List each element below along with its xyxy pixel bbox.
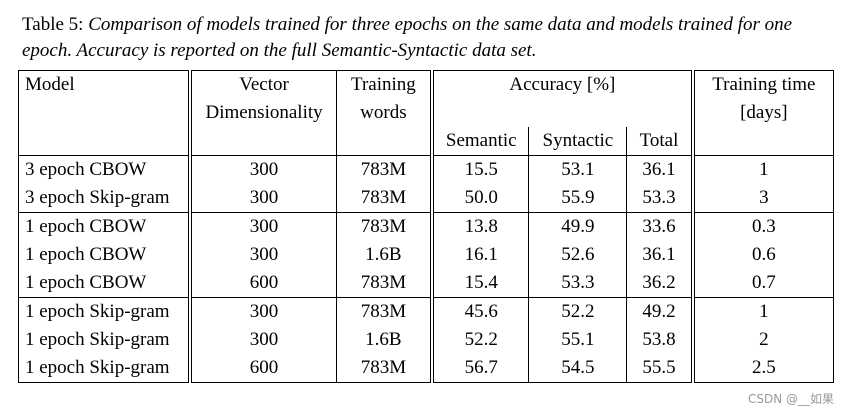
table-row: 3 epoch CBOW 300 783M 15.5 53.1 36.1 1 <box>18 155 834 184</box>
table-cell: 783M <box>336 297 435 326</box>
table-cell: 45.6 <box>432 297 530 326</box>
table-cell: 3 epoch Skip-gram <box>18 184 193 213</box>
caption-label: Table 5: <box>22 14 84 35</box>
table-row: 1 epoch CBOW 300 783M 13.8 49.9 33.6 0.3 <box>18 212 834 241</box>
table-row: 3 epoch Skip-gram 300 783M 50.0 55.9 53.… <box>18 184 834 213</box>
header-training-words: Training words <box>336 70 435 127</box>
table-cell: 53.1 <box>528 155 628 184</box>
table-cell: 0.3 <box>692 212 834 241</box>
table-cell: 2.5 <box>692 354 834 383</box>
header-accuracy: Accuracy [%] <box>432 70 695 127</box>
table-cell: 783M <box>336 155 435 184</box>
table-cell: 13.8 <box>432 212 530 241</box>
table-cell: 36.2 <box>626 269 695 298</box>
table-cell: 1 <box>692 297 834 326</box>
header-row-1: Model Vector Dimensionality Training wor… <box>18 70 834 127</box>
table-cell: 53.3 <box>528 269 628 298</box>
table-cell: 0.7 <box>692 269 834 298</box>
header-model: Model <box>18 70 193 127</box>
table-cell: 300 <box>190 326 337 354</box>
table-cell: 55.9 <box>528 184 628 213</box>
table-cell: 2 <box>692 326 834 354</box>
table-cell: 1 epoch Skip-gram <box>18 354 193 383</box>
table-cell: 1 epoch CBOW <box>18 269 193 298</box>
table-cell: 15.4 <box>432 269 530 298</box>
table-cell: 49.9 <box>528 212 628 241</box>
table-cell: 53.8 <box>626 326 695 354</box>
table-cell: 55.5 <box>626 354 695 383</box>
table-row: 1 epoch Skip-gram 300 783M 45.6 52.2 49.… <box>18 297 834 326</box>
table-cell: 783M <box>336 354 435 383</box>
table-cell: 600 <box>190 354 337 383</box>
table-cell: 1 epoch CBOW <box>18 212 193 241</box>
table-cell: 50.0 <box>432 184 530 213</box>
header-semantic: Semantic <box>432 127 530 156</box>
table-cell: 1 <box>692 155 834 184</box>
table-cell: 1 epoch CBOW <box>18 241 193 269</box>
table-row: 1 epoch CBOW 600 783M 15.4 53.3 36.2 0.7 <box>18 269 834 298</box>
table-cell: 0.6 <box>692 241 834 269</box>
table-cell: 300 <box>190 241 337 269</box>
table-cell: 3 <box>692 184 834 213</box>
table-cell: 3 epoch CBOW <box>18 155 193 184</box>
table-cell: 15.5 <box>432 155 530 184</box>
table-cell: 1 epoch Skip-gram <box>18 297 193 326</box>
table-cell: 36.1 <box>626 241 695 269</box>
table-cell: 783M <box>336 269 435 298</box>
table-cell: 53.3 <box>626 184 695 213</box>
table-row: 1 epoch Skip-gram 300 1.6B 52.2 55.1 53.… <box>18 326 834 354</box>
table-cell: 52.2 <box>432 326 530 354</box>
table-cell: 600 <box>190 269 337 298</box>
results-table: Model Vector Dimensionality Training wor… <box>18 70 834 383</box>
header-vector-dimensionality: Vector Dimensionality <box>190 70 337 127</box>
header-training-time: Training time [days] <box>692 70 834 127</box>
table-cell: 16.1 <box>432 241 530 269</box>
header-row-2: Semantic Syntactic Total <box>18 127 834 156</box>
table-cell: 54.5 <box>528 354 628 383</box>
table-row: 1 epoch CBOW 300 1.6B 16.1 52.6 36.1 0.6 <box>18 241 834 269</box>
table-cell: 300 <box>190 297 337 326</box>
watermark: CSDN @__如果 <box>747 392 834 406</box>
table-cell: 783M <box>336 212 435 241</box>
table-cell: 783M <box>336 184 435 213</box>
header-syntactic: Syntactic <box>528 127 628 156</box>
table-cell: 33.6 <box>626 212 695 241</box>
table-cell: 52.6 <box>528 241 628 269</box>
table-row: 1 epoch Skip-gram 600 783M 56.7 54.5 55.… <box>18 354 834 383</box>
table-cell: 300 <box>190 212 337 241</box>
table-caption: Table 5: Comparison of models trained fo… <box>22 12 830 64</box>
caption-text: Comparison of models trained for three e… <box>22 14 793 61</box>
table-cell: 1.6B <box>336 241 435 269</box>
table-cell: 1.6B <box>336 326 435 354</box>
table-cell: 300 <box>190 155 337 184</box>
table-cell: 56.7 <box>432 354 530 383</box>
table-cell: 36.1 <box>626 155 695 184</box>
table-cell: 300 <box>190 184 337 213</box>
table-cell: 52.2 <box>528 297 628 326</box>
table-cell: 49.2 <box>626 297 695 326</box>
header-total: Total <box>626 127 695 156</box>
table-cell: 1 epoch Skip-gram <box>18 326 193 354</box>
table-cell: 55.1 <box>528 326 628 354</box>
